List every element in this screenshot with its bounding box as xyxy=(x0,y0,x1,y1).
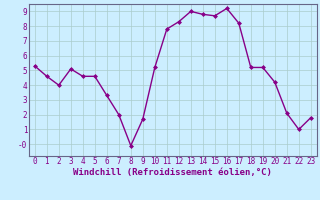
X-axis label: Windchill (Refroidissement éolien,°C): Windchill (Refroidissement éolien,°C) xyxy=(73,168,272,177)
